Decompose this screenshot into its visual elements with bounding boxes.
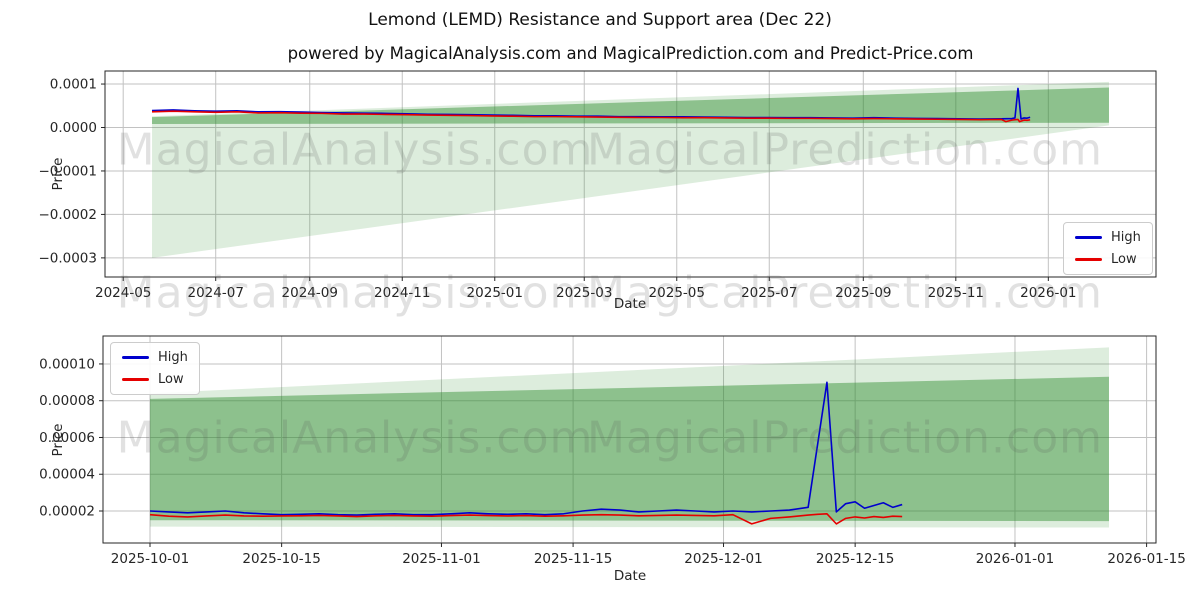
low-line-swatch [122,377,149,381]
legend-item-high: High [1075,230,1141,246]
y-tick-label: 0.00008 [39,393,95,409]
x-tick-label: 2024-05 [95,285,151,301]
x-tick-label: 2025-11 [928,285,984,301]
x-tick-label: 2025-11-15 [534,551,612,567]
x-tick-label: 2025-07 [741,285,797,301]
y-tick-label: 0.00004 [39,467,95,483]
y-tick-label: 0.0000 [50,120,97,136]
y-tick-label: 0.0001 [50,77,97,93]
legend-label-low: Low [158,371,184,387]
x-tick-label: 2025-12-15 [816,551,894,567]
x-tick-label: 2025-03 [556,285,612,301]
x-tick-label: 2025-01 [467,285,523,301]
legend-label-high: High [158,350,188,365]
y-tick-label: 0.00010 [39,356,95,372]
y-tick-label: 0.00002 [39,504,95,520]
legend-label-high: High [1111,230,1141,245]
x-tick-label: 2026-01 [1020,285,1076,301]
x-tick-label: 2024-09 [282,285,338,301]
x-tick-label: 2025-05 [649,285,705,301]
x-tick-label: 2025-09 [835,285,891,301]
low-line-swatch [1075,257,1102,261]
high-line-swatch [122,356,149,360]
y-tick-label: 0.00006 [39,430,95,446]
x-axis-label-bottom: Date [613,568,647,584]
legend-bottom-chart: High Low [110,342,200,396]
y-tick-label: −0.0003 [38,250,97,266]
x-tick-label: 2024-07 [188,285,244,301]
high-line-swatch [1075,236,1102,240]
y-tick-label: −0.0001 [38,163,97,179]
support-area-light [150,347,1109,528]
x-tick-label: 2025-11-01 [402,551,480,567]
plot-border [104,70,1157,278]
x-tick-label: 2025-10-15 [242,551,320,567]
legend-item-low: Low [122,372,188,388]
series-low-line [151,110,1031,123]
series-low-line [149,512,903,525]
page-title: Lemond (LEMD) Resistance and Support are… [368,10,832,30]
x-tick-label: 2025-10-01 [111,551,189,567]
x-axis-label-top: Date [613,296,647,312]
x-tick-label: 2026-01-15 [1107,551,1185,567]
x-tick-label: 2024-11 [374,285,430,301]
chart-subtitle: powered by MagicalAnalysis.com and Magic… [287,44,974,63]
support-area-dark [150,376,1109,522]
support-area-light [152,81,1109,258]
x-tick-label: 2026-01-01 [976,551,1054,567]
legend-item-low: Low [1075,252,1141,268]
plot-border [102,335,1157,544]
x-tick-label: 2025-12-01 [684,551,762,567]
legend-label-low: Low [1111,251,1137,267]
y-tick-label: −0.0002 [38,207,97,223]
series-high-line [149,381,903,516]
legend-item-high: High [122,350,188,366]
legend-top-chart: High Low [1063,222,1153,276]
